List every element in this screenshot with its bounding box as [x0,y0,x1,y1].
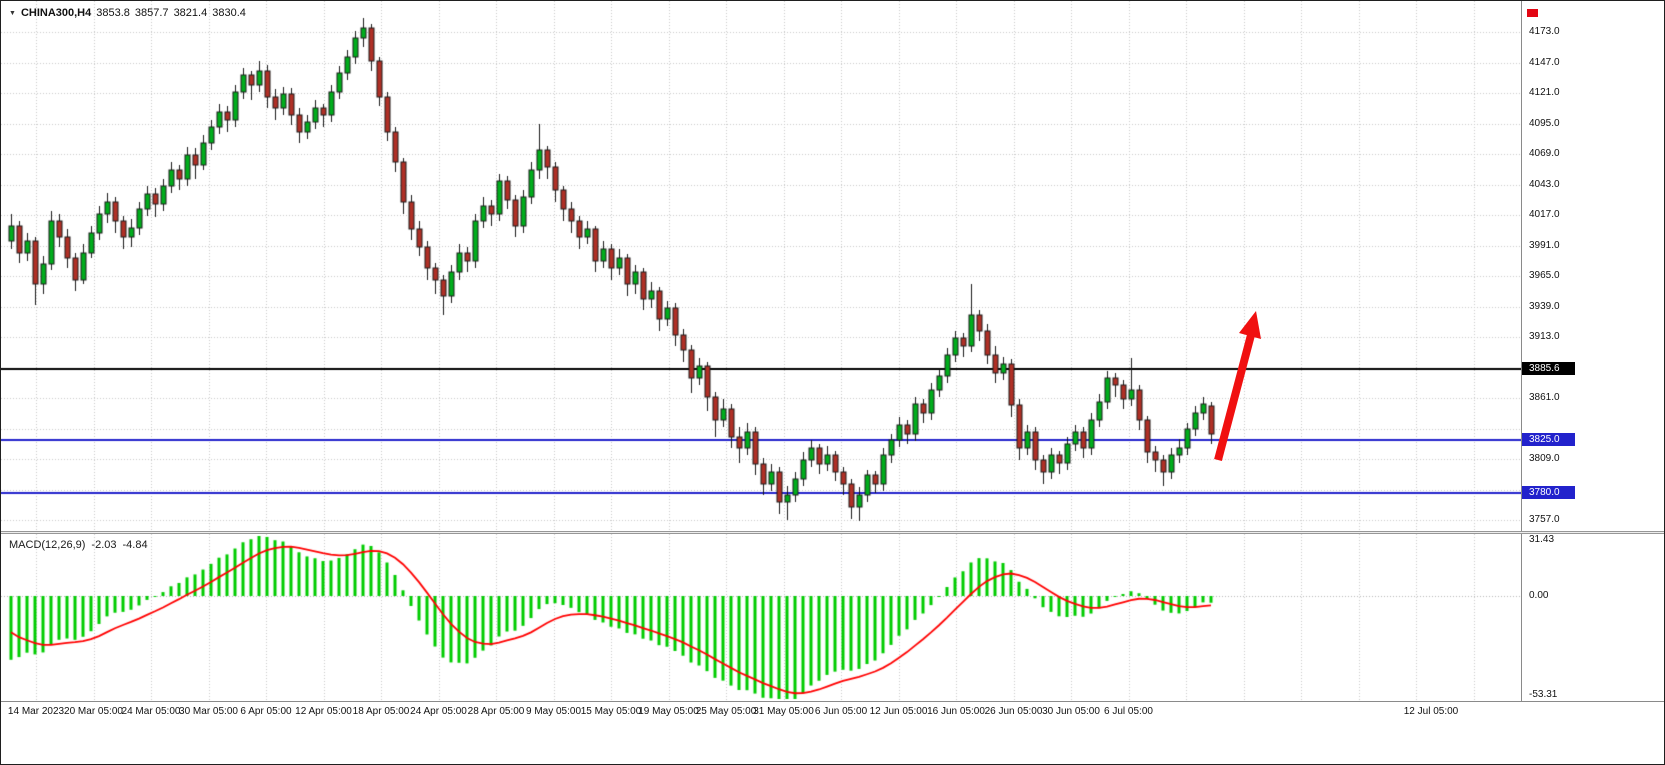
hline-price-tag: 3825.0 [1522,433,1575,447]
price-tick-label: 4173.0 [1529,26,1560,37]
ohlc-high: 3857.7 [134,7,169,19]
price-axis[interactable]: 4173.0 4147.0 4121.0 4095.0 4069.0 4043.0 4017… [1522,1,1664,701]
time-axis[interactable]: 14 Mar 2023 20 Mar 05:00 24 Mar 05:00 30 Ma… [1,702,1664,723]
price-tick-label: 4095.0 [1529,117,1560,129]
time-tick-label: 24 Mar 05:00 [121,706,181,717]
price-tick-label: 4043.0 [1529,178,1560,190]
time-tick-label: 31 May 05:00 [753,706,814,717]
time-tick-label: 6 Jul 05:00 [1104,706,1153,717]
symbol-info: ▼ CHINA300,H4 3853.8 3857.7 3821.4 3830.… [9,7,246,19]
time-tick-label: 14 Mar 2023 [7,706,65,717]
time-tick-label: 19 May 05:00 [638,706,699,717]
price-tick-label: 4147.0 [1529,56,1560,68]
time-tick-label: 28 Apr 05:00 [467,706,525,717]
time-tick-label: 25 May 05:00 [695,706,757,717]
trend-arrow-head[interactable] [1239,311,1261,339]
macd-name: MACD(12,26,9) [9,539,86,551]
price-chart-canvas[interactable] [1,1,1521,531]
time-tick-label: 30 Jun 05:00 [1042,706,1100,717]
time-tick-label: 16 Jun 05:00 [927,706,985,717]
price-tick-label: 3809.0 [1529,453,1560,464]
panel-divider[interactable] [1,531,1664,534]
corner-marker-icon [1527,9,1538,17]
price-tick-label: 3861.0 [1529,392,1560,403]
macd-tick-label: 0.00 [1529,590,1549,601]
macd-tick-label: 31.43 [1529,534,1555,545]
trend-arrow-drawing[interactable] [1,1,1521,531]
macd-tick-label: -53.31 [1529,689,1558,700]
time-tick-label: 9 May 05:00 [525,706,582,717]
time-tick-label: 26 Jun 05:00 [984,706,1043,717]
time-tick-label: 12 Jul 05:00 [1403,706,1459,717]
macd-indicator-label: MACD(12,26,9) -2.03 -4.84 [9,539,148,551]
time-axis-separator [1,701,1664,702]
price-tick-label: 3965.0 [1529,270,1560,281]
price-tick-label: 3757.0 [1529,514,1560,525]
ohlc-open: 3853.8 [96,7,130,19]
macd-canvas[interactable] [1,534,1521,701]
symbol-dropdown-icon[interactable]: ▼ [9,9,16,17]
price-tick-label: 3991.0 [1529,239,1560,251]
price-tick-label: 3939.0 [1529,300,1560,312]
hline-price-tag: 3780.0 [1522,486,1575,500]
macd-signal-value: -4.84 [122,539,148,551]
trend-arrow-shaft[interactable] [1214,333,1255,462]
time-tick-label: 6 Apr 05:00 [240,706,292,717]
time-tick-label: 6 Jun 05:00 [814,706,868,717]
ohlc-low: 3821.4 [173,7,208,19]
price-tick-label: 4069.0 [1529,148,1560,159]
ohlc-close: 3830.4 [212,7,246,19]
time-tick-label: 12 Jun 05:00 [869,706,928,717]
macd-value: -2.03 [91,539,117,551]
price-tick-label: 3913.0 [1529,331,1560,342]
time-tick-label: 15 May 05:00 [580,706,642,717]
price-tick-label: 4017.0 [1529,209,1560,220]
time-tick-label: 20 Mar 05:00 [64,706,123,717]
time-tick-label: 18 Apr 05:00 [352,706,410,717]
time-tick-label: 24 Apr 05:00 [410,706,467,717]
time-tick-label: 12 Apr 05:00 [295,706,352,717]
time-tick-label: 30 Mar 05:00 [179,706,238,717]
symbol-period-label: CHINA300,H4 [20,7,92,19]
price-axis-separator [1521,1,1522,723]
price-tick-label: 4121.0 [1529,87,1560,98]
hline-price-tag: 3885.6 [1522,362,1575,376]
